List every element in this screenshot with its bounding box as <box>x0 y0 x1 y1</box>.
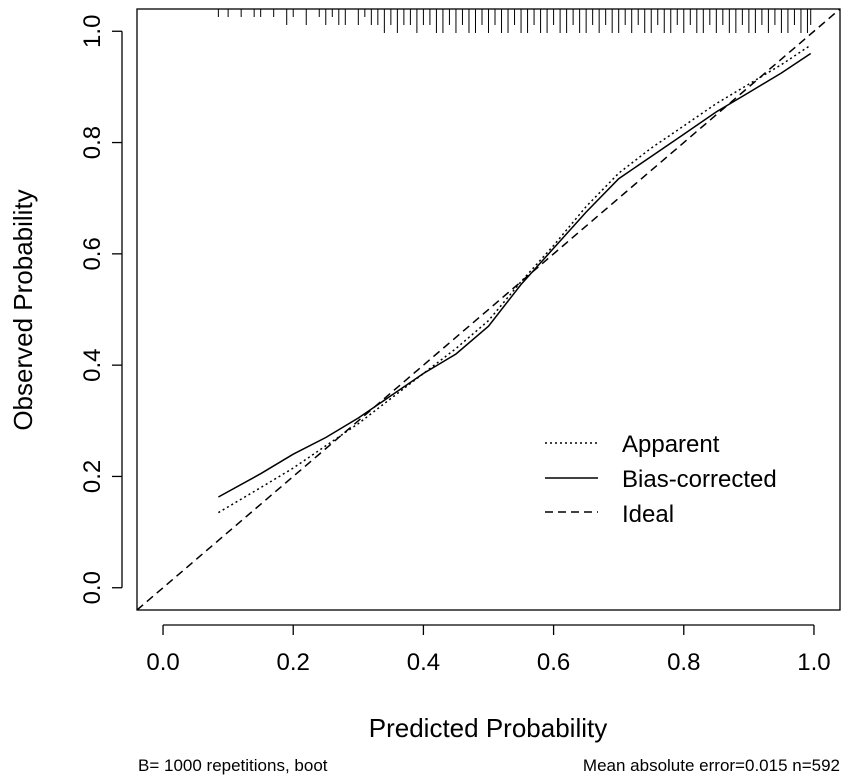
legend-label-apparent: Apparent <box>622 431 720 458</box>
rug-marks <box>217 9 812 33</box>
series-ideal <box>136 8 841 611</box>
x-tick-label: 0.2 <box>277 649 310 676</box>
x-tick-label: 0.0 <box>146 649 179 676</box>
y-tick-label: 0.0 <box>79 571 106 604</box>
series-apparent <box>218 44 812 514</box>
series-bias-corrected <box>218 52 812 498</box>
legend-label-bias-corrected: Bias-corrected <box>622 466 777 493</box>
x-tick-label: 1.0 <box>797 649 830 676</box>
legend-label-ideal: Ideal <box>622 501 674 528</box>
x-axis-title: Predicted Probability <box>369 713 607 743</box>
y-tick-label: 0.2 <box>79 460 106 493</box>
x-tick-label: 0.8 <box>667 649 700 676</box>
footer-mean-abs-error: Mean absolute error=0.015 n=592 <box>583 756 840 775</box>
legend: Apparent Bias-corrected Ideal <box>545 431 777 528</box>
y-tick-label: 0.4 <box>79 348 106 381</box>
y-tick-label: 0.8 <box>79 126 106 159</box>
x-tick-label: 0.6 <box>537 649 570 676</box>
calibration-curves <box>136 8 841 611</box>
y-axis-title: Observed Probability <box>8 189 38 430</box>
axes: 0.0 0.2 0.4 0.6 0.8 1.0 0.0 0.2 0.4 0.6 0.8 1.0 <box>79 8 841 676</box>
y-tick-label: 0.6 <box>79 237 106 270</box>
y-tick-label: 1.0 <box>79 15 106 48</box>
plot-frame <box>136 8 841 611</box>
footer-repetitions: B= 1000 repetitions, boot <box>138 756 328 775</box>
x-tick-label: 0.4 <box>407 649 440 676</box>
